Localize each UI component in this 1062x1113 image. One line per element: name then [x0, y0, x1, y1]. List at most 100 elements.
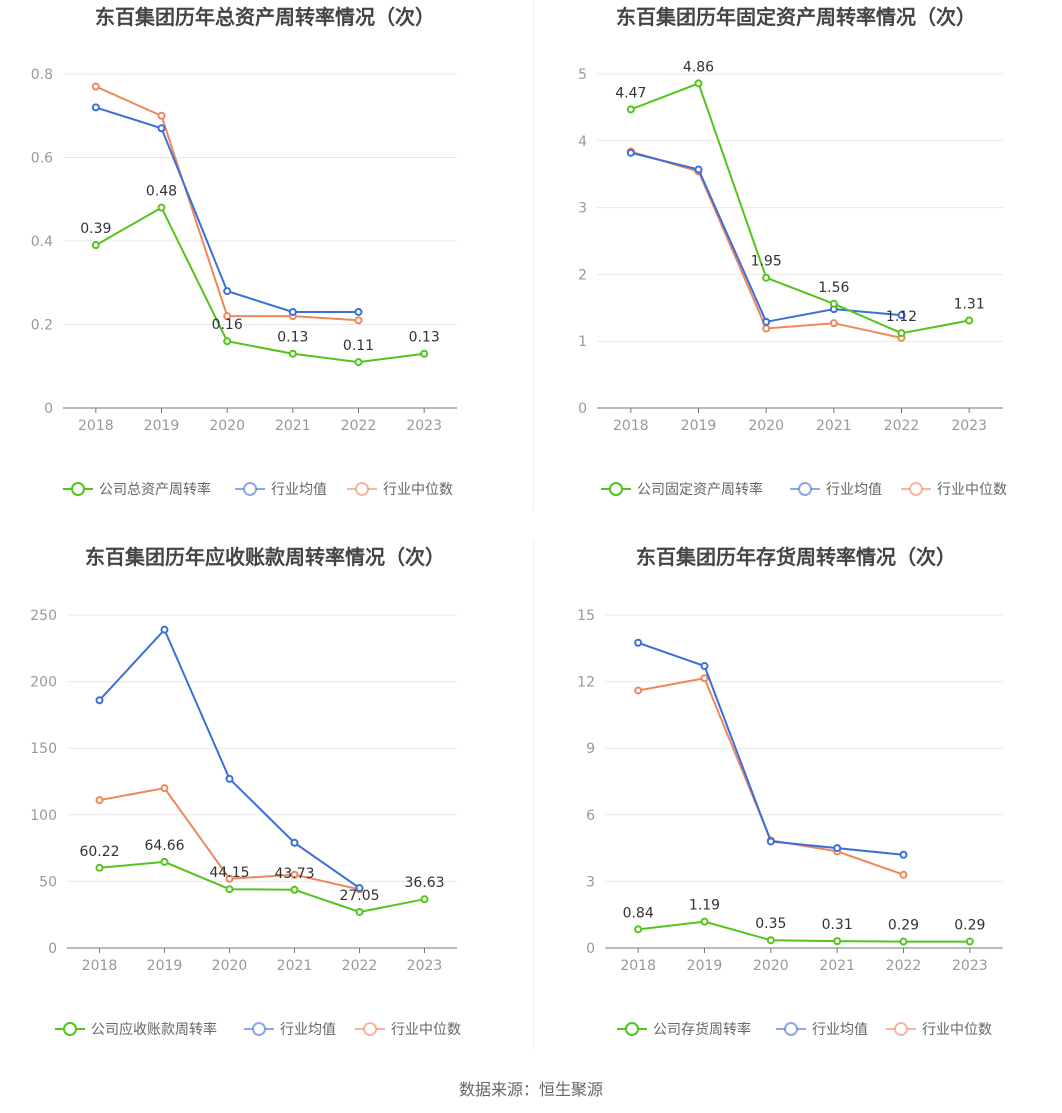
legend-swatch-marker[interactable]	[625, 1022, 639, 1036]
data-point-company	[762, 273, 771, 282]
data-label: 43.73	[274, 866, 314, 882]
x-tick-label: 2018	[78, 418, 114, 434]
legend-label[interactable]: 行业均值	[812, 1022, 868, 1038]
x-tick-label: 2020	[209, 418, 245, 434]
x-tick-label: 2018	[82, 958, 118, 974]
y-tick-label: 0	[586, 941, 595, 957]
data-point-company	[897, 329, 906, 338]
y-tick-label: 250	[30, 608, 57, 624]
data-point-average	[95, 696, 104, 705]
x-tick-label: 2020	[212, 958, 248, 974]
legend-label[interactable]: 行业均值	[826, 482, 882, 498]
data-label: 0.11	[343, 338, 374, 354]
data-point-average	[160, 625, 169, 634]
data-label: 1.12	[886, 309, 917, 325]
x-tick-label: 2018	[613, 418, 649, 434]
data-point-company	[290, 885, 299, 894]
y-tick-label: 0.4	[31, 234, 53, 250]
legend-label[interactable]: 行业中位数	[391, 1022, 461, 1038]
data-point-average	[766, 837, 775, 846]
chart-svg: 东百集团历年应收账款周转率情况（次） 0 50 100 150 200 250 2018 201…	[30, 545, 461, 1038]
data-point-median	[290, 870, 299, 879]
legend-label[interactable]: 公司固定资产周转率	[637, 481, 763, 498]
legend-label[interactable]: 公司存货周转率	[653, 1021, 751, 1038]
series-line-average	[630, 151, 902, 323]
legend-swatch-marker[interactable]	[894, 1022, 908, 1036]
data-point-company	[634, 925, 643, 934]
x-tick-label: 2019	[147, 958, 183, 974]
data-point-median	[762, 324, 771, 333]
legend-label[interactable]: 行业中位数	[937, 482, 1007, 498]
y-tick-label: 9	[586, 741, 595, 757]
legend-swatch-marker[interactable]	[363, 1022, 377, 1036]
data-label: 1.95	[751, 254, 782, 270]
data-label: 0.16	[212, 317, 243, 333]
legend-swatch-marker[interactable]	[909, 482, 923, 496]
x-tick-label: 2022	[342, 958, 378, 974]
data-point-company	[354, 358, 363, 367]
x-tick-label: 2019	[687, 958, 723, 974]
data-point-average	[288, 307, 297, 316]
legend-label[interactable]: 行业中位数	[922, 1022, 992, 1038]
y-tick-label: 3	[578, 201, 587, 217]
x-tick-label: 2023	[407, 958, 443, 974]
legend-swatch-marker[interactable]	[609, 482, 623, 496]
data-label: 4.86	[683, 59, 714, 75]
data-point-company	[965, 316, 974, 325]
data-point-average	[225, 774, 234, 783]
x-tick-label: 2020	[753, 958, 789, 974]
y-tick-label: 0	[44, 401, 53, 417]
data-point-median	[91, 82, 100, 91]
series-line-median	[95, 85, 359, 322]
data-point-average	[157, 124, 166, 133]
legend-swatch-marker[interactable]	[784, 1022, 798, 1036]
x-tick-label: 2022	[884, 418, 920, 434]
chart-svg: 东百集团历年总资产周转率情况（次） 0 0.2 0.4 0.6 0.8 2018 2019 20…	[31, 5, 457, 498]
data-point-median	[899, 870, 908, 879]
data-label: 0.13	[409, 330, 440, 346]
legend-swatch-marker[interactable]	[798, 482, 812, 496]
y-tick-label: 2	[578, 267, 587, 283]
data-point-median	[160, 784, 169, 793]
data-point-company	[95, 863, 104, 872]
data-label: 64.66	[144, 838, 184, 854]
legend-label[interactable]: 行业中位数	[383, 482, 453, 498]
y-tick-label: 6	[586, 808, 595, 824]
data-point-median	[225, 874, 234, 883]
data-point-company	[225, 885, 234, 894]
y-tick-label: 1	[578, 334, 587, 350]
data-label: 1.19	[689, 898, 720, 914]
data-label: 44.15	[209, 865, 249, 881]
chart-svg: 东百集团历年存货周转率情况（次） 0 3 6 9 12 15 2018 2019 2020 2021…	[577, 545, 1003, 1038]
data-point-average	[355, 884, 364, 893]
legend-label[interactable]: 公司应收账款周转率	[91, 1021, 217, 1038]
data-point-median	[354, 316, 363, 325]
data-point-average	[91, 103, 100, 112]
legend-label[interactable]: 公司总资产周转率	[99, 481, 211, 498]
x-tick-label: 2019	[144, 418, 180, 434]
y-tick-label: 100	[30, 808, 57, 824]
legend-swatch-marker[interactable]	[252, 1022, 266, 1036]
legend-swatch-marker[interactable]	[71, 482, 85, 496]
data-point-company	[694, 79, 703, 88]
chart-title: 东百集团历年应收账款周转率情况（次）	[85, 545, 445, 569]
data-point-median	[634, 686, 643, 695]
y-tick-label: 0.8	[31, 67, 53, 83]
data-point-company	[288, 349, 297, 358]
data-label: 4.47	[615, 85, 646, 101]
data-point-average	[290, 838, 299, 847]
data-point-company	[626, 105, 635, 114]
legend-swatch-marker[interactable]	[63, 1022, 77, 1036]
y-tick-label: 0	[578, 401, 587, 417]
data-point-company	[420, 895, 429, 904]
legend-label[interactable]: 行业均值	[271, 482, 327, 498]
legend-swatch-marker[interactable]	[355, 482, 369, 496]
y-tick-label: 12	[577, 675, 595, 691]
source-note: 数据来源：恒生聚源	[458, 1080, 603, 1099]
legend-label[interactable]: 行业均值	[280, 1022, 336, 1038]
series-line-company	[638, 920, 970, 943]
data-point-company	[223, 337, 232, 346]
chart-panel-fixed-asset-turnover: 东百集团历年固定资产周转率情况（次） 0 1 2 3 4 5 2018 2019 2020 2021…	[531, 0, 1062, 540]
legend-swatch-marker[interactable]	[243, 482, 257, 496]
series-line-company	[95, 206, 425, 364]
